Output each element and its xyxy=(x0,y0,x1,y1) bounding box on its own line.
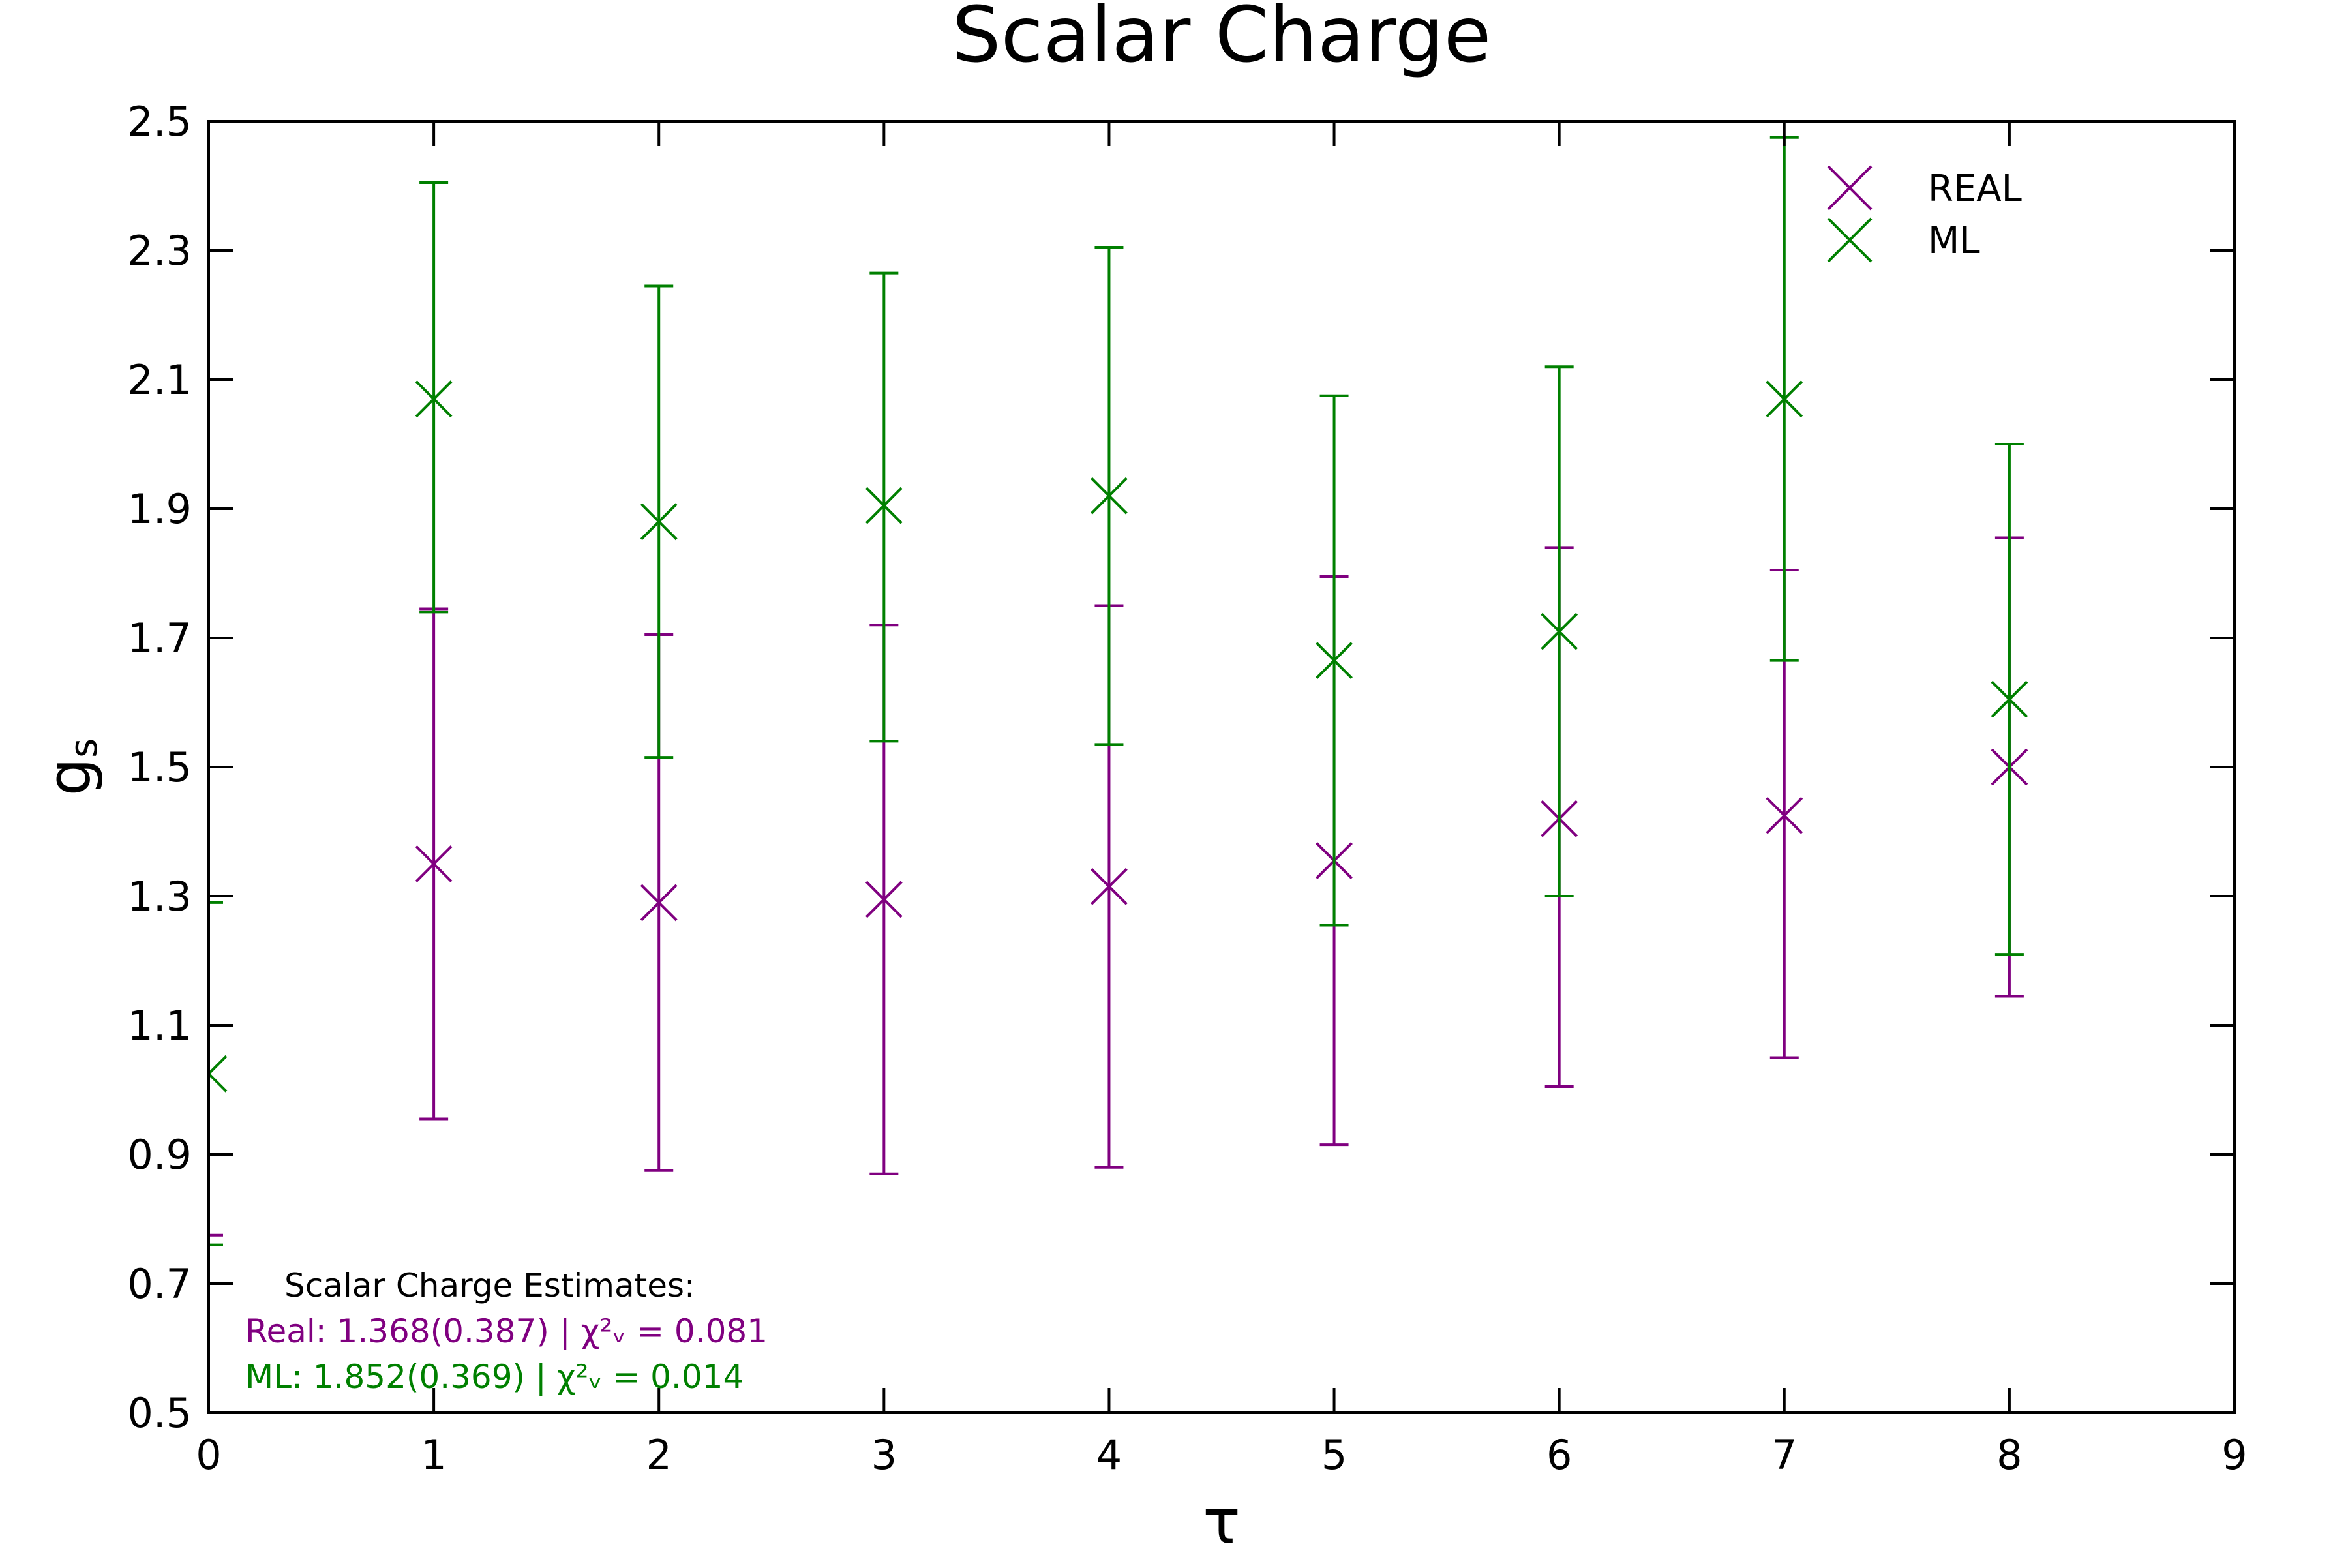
ml-point xyxy=(1541,365,1578,897)
y-tick-label: 0.7 xyxy=(127,1260,192,1308)
y-tick-label: 1.7 xyxy=(127,614,192,662)
real-marker xyxy=(865,881,903,918)
x-axis-label: τ xyxy=(1203,1485,1241,1558)
series-ml xyxy=(209,136,2028,1246)
legend-label-ml: ML xyxy=(1928,220,1980,262)
real-marker xyxy=(415,845,453,882)
legend: REAL ML xyxy=(1827,165,2022,263)
estimates-ml-line: ML: 1.852(0.369) | χ²ᵥ = 0.014 xyxy=(245,1358,744,1396)
y-tick-label: 1.5 xyxy=(127,744,192,791)
legend-marker-ml xyxy=(1827,217,1873,263)
x-tick-label: 8 xyxy=(1996,1431,2022,1479)
y-tick-label: 2.5 xyxy=(127,98,192,145)
x-tick-label: 7 xyxy=(1771,1431,1797,1479)
x-tick-label: 2 xyxy=(646,1431,671,1479)
y-tick-label: 0.9 xyxy=(127,1131,192,1179)
y-tick-label: 0.5 xyxy=(127,1389,192,1437)
ml-marker xyxy=(1091,477,1128,515)
x-tick-label: 9 xyxy=(2221,1431,2247,1479)
y-axis-ticks: 0.5 0.7 0.9 1.1 1.3 1.5 1.7 1.9 2.1 2.3 2.5 xyxy=(127,98,2235,1437)
real-marker xyxy=(1091,867,1128,905)
y-tick-label: 2.1 xyxy=(127,356,192,404)
x-tick-label: 1 xyxy=(421,1431,446,1479)
x-axis-ticks: 0 1 2 3 4 5 6 7 8 9 xyxy=(196,121,2248,1479)
ml-point xyxy=(865,271,903,743)
x-tick-label: 0 xyxy=(196,1431,221,1479)
y-tick-label: 1.3 xyxy=(127,873,192,920)
ml-marker xyxy=(1991,680,2028,718)
legend-item-real: REAL xyxy=(1827,165,2022,211)
real-point xyxy=(415,607,453,1121)
svg-text:gs: gs xyxy=(35,738,106,796)
ml-point xyxy=(415,181,453,614)
estimates-heading: Scalar Charge Estimates: xyxy=(284,1267,695,1304)
ml-marker xyxy=(1766,380,1803,418)
legend-marker-real xyxy=(1827,165,1873,211)
real-marker xyxy=(640,884,678,922)
y-axis-label-subscript: s xyxy=(61,738,106,758)
real-marker xyxy=(1766,796,1803,834)
legend-label-real: REAL xyxy=(1928,168,2022,210)
ml-point xyxy=(1766,136,1803,662)
chart-title: Scalar Charge xyxy=(952,0,1492,80)
y-axis-label-main: g xyxy=(35,758,104,796)
plot-content xyxy=(209,136,2028,1413)
ml-marker xyxy=(640,503,678,541)
y-axis-label: gs xyxy=(35,738,106,796)
ml-point xyxy=(1316,394,1353,927)
plot-area xyxy=(209,136,2028,1413)
legend-item-ml: ML xyxy=(1827,217,1980,263)
ml-point xyxy=(640,284,678,759)
real-point xyxy=(209,1233,223,1413)
y-tick-label: 1.1 xyxy=(127,1002,192,1049)
ml-point xyxy=(209,901,228,1246)
y-tick-label: 1.9 xyxy=(127,485,192,533)
ml-marker xyxy=(1541,612,1578,650)
ml-point xyxy=(1091,246,1128,746)
ml-point xyxy=(1991,443,2028,956)
x-tick-label: 3 xyxy=(871,1431,897,1479)
x-tick-label: 6 xyxy=(1546,1431,1572,1479)
ml-marker xyxy=(415,380,453,418)
y-tick-label: 2.3 xyxy=(127,227,192,275)
plot-frame xyxy=(207,120,2236,1414)
ml-marker xyxy=(865,487,903,524)
ml-marker xyxy=(209,1055,228,1093)
x-tick-label: 5 xyxy=(1321,1431,1347,1479)
ml-marker xyxy=(1316,642,1353,680)
estimates-real-line: Real: 1.368(0.387) | χ²ᵥ = 0.081 xyxy=(245,1312,768,1350)
estimates-annotation: Scalar Charge Estimates: Real: 1.368(0.3… xyxy=(245,1267,768,1396)
x-tick-label: 4 xyxy=(1096,1431,1122,1479)
